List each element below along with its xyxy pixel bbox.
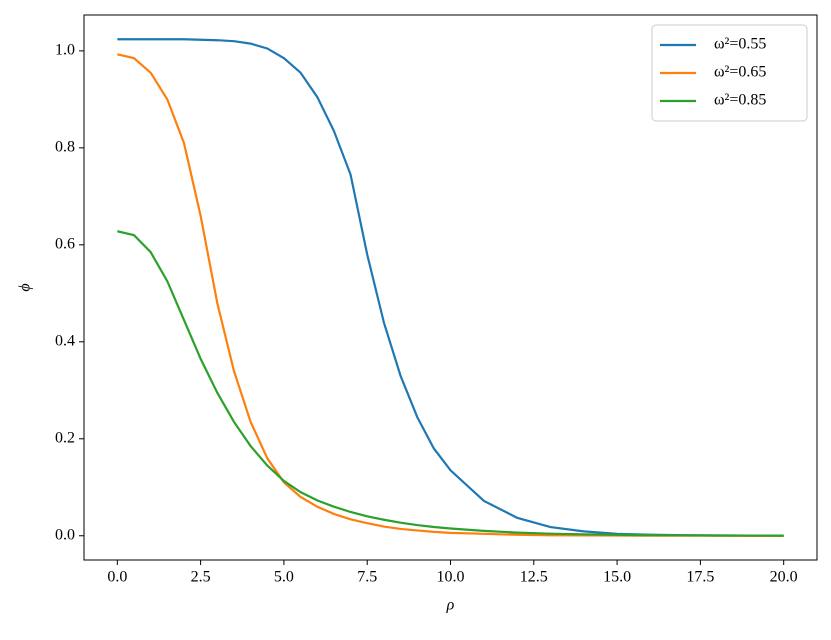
y-tick-label: 1.0 <box>55 42 75 59</box>
x-tick-label: 17.5 <box>686 569 714 586</box>
x-tick-label: 0.0 <box>107 569 127 586</box>
x-axis-label: ρ <box>446 597 455 614</box>
x-tick-label: 15.0 <box>603 569 631 586</box>
legend-label: ω²=0.65 <box>714 64 766 81</box>
plot-frame <box>83 14 818 561</box>
x-tick-label: 10.0 <box>437 569 465 586</box>
x-tick-label: 2.5 <box>191 569 211 586</box>
y-tick-label: 0.2 <box>55 429 75 446</box>
legend-label: ω²=0.85 <box>714 92 766 109</box>
legend-box <box>651 24 808 122</box>
y-axis-label: ϕ <box>17 283 34 291</box>
legend-label: ω²=0.55 <box>714 36 766 53</box>
x-tick-label: 12.5 <box>520 569 548 586</box>
x-tick-label: 5.0 <box>274 569 294 586</box>
y-tick-label: 0.0 <box>55 526 75 543</box>
x-tick-label: 20.0 <box>770 569 798 586</box>
line <box>117 230 784 537</box>
y-tick-label: 0.4 <box>55 332 75 349</box>
x-tick-label: 7.5 <box>357 569 377 586</box>
y-tick-label: 0.6 <box>55 236 75 253</box>
line <box>117 53 784 537</box>
y-tick-label: 0.8 <box>55 139 75 156</box>
